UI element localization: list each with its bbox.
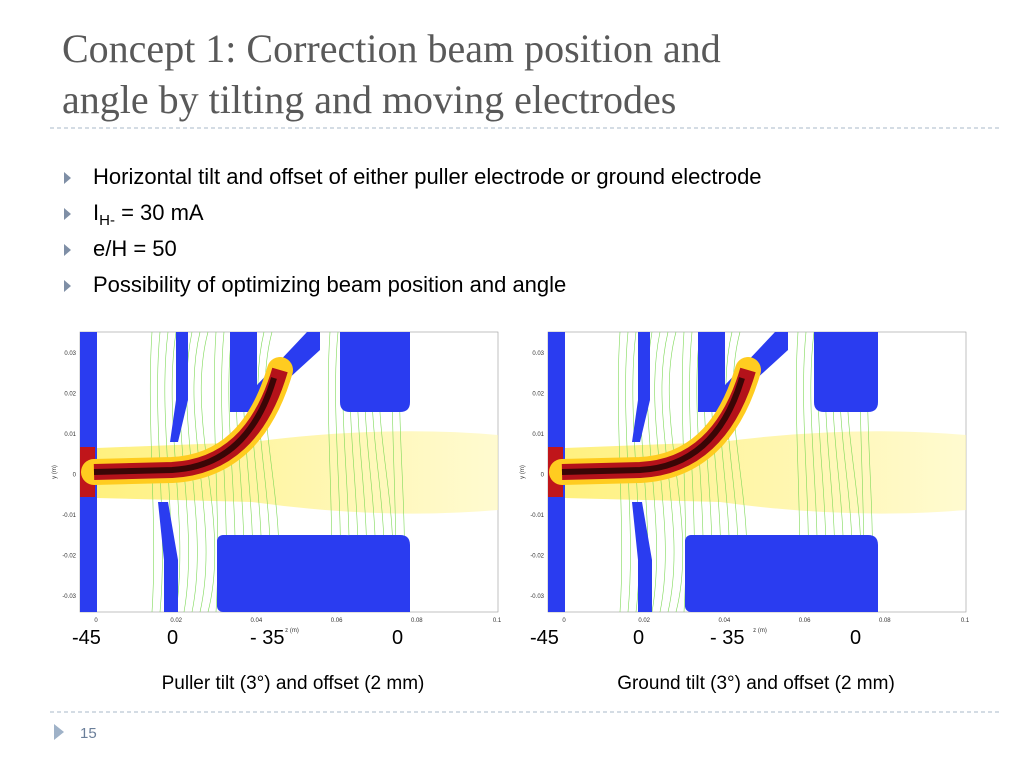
plot-image: 0.03 0.02 0.01 0 -0.01 -0.02 -0.03 0 0.02 0.04 0.0… bbox=[52, 331, 502, 634]
beam-halo bbox=[97, 431, 498, 514]
bullet-text: Possibility of optimizing beam position … bbox=[93, 272, 566, 297]
x-axis-label: z (m) bbox=[285, 628, 299, 634]
y-tick-label: -0.02 bbox=[62, 554, 76, 560]
block-lower bbox=[217, 535, 352, 612]
position-label: - 35 bbox=[250, 627, 284, 649]
x-tick-label: 0.1 bbox=[493, 618, 502, 624]
bullet-text: e/H = 50 bbox=[93, 236, 177, 261]
ground-upper bbox=[814, 332, 878, 412]
beam-center bbox=[93, 377, 277, 475]
y-tick-label: 0 bbox=[541, 473, 545, 479]
position-label: 0 bbox=[633, 627, 644, 649]
position-label: - 35 bbox=[710, 627, 744, 649]
y-tick-label: 0.02 bbox=[532, 392, 544, 398]
x-tick-label: 0.04 bbox=[251, 618, 263, 624]
position-label: -45 bbox=[72, 627, 101, 649]
y-tick-label: 0.01 bbox=[532, 432, 544, 438]
beam-center bbox=[561, 377, 745, 475]
ground-lower bbox=[340, 535, 410, 612]
bullet-text: Possibility of optimizing beam position … bbox=[93, 272, 566, 297]
bullet-text: Horizontal tilt and offset of either pul… bbox=[93, 164, 762, 189]
y-tick-label: -0.03 bbox=[62, 594, 76, 600]
x-tick-label: 0.08 bbox=[879, 618, 891, 624]
position-label: -45 bbox=[530, 627, 559, 649]
bullet-text: I bbox=[93, 200, 99, 225]
x-tick-label: 0.02 bbox=[638, 618, 650, 624]
x-tick-label: 0.02 bbox=[170, 618, 182, 624]
y-tick-label: 0.03 bbox=[532, 351, 544, 357]
y-tick-label: -0.01 bbox=[62, 513, 76, 519]
bullet-arrow bbox=[64, 172, 71, 184]
ground-lower bbox=[802, 535, 878, 612]
y-tick-label: 0 bbox=[73, 473, 77, 479]
x-tick-label: 0.06 bbox=[331, 618, 343, 624]
puller-upper bbox=[632, 332, 650, 442]
bullet-arrow bbox=[64, 208, 71, 220]
title: angle by tilting and moving electrodes bbox=[62, 77, 676, 122]
beam-halo bbox=[565, 431, 966, 514]
y-tick-label: 0.03 bbox=[64, 351, 76, 357]
title: Concept 1: Correction beam position and bbox=[62, 26, 721, 71]
x-tick-label: 0 bbox=[562, 618, 566, 624]
y-tick-label: 0.01 bbox=[64, 432, 76, 438]
footer-arrow bbox=[54, 724, 64, 740]
position-label: 0 bbox=[850, 627, 861, 649]
caption: Puller tilt (3°) and offset (2 mm) bbox=[162, 673, 425, 694]
puller-lower bbox=[158, 502, 178, 612]
puller-upper bbox=[170, 332, 188, 442]
y-tick-label: -0.03 bbox=[530, 594, 544, 600]
x-tick-label: 0.1 bbox=[961, 618, 970, 624]
bullet-arrow bbox=[64, 244, 71, 256]
bullet-text: e/H = 50 bbox=[93, 236, 177, 261]
plot-image: 0.03 0.02 0.01 0 -0.01 -0.02 -0.03 0 0.02 0.04 0.0… bbox=[520, 331, 970, 634]
puller-lower bbox=[632, 502, 652, 612]
position-label: 0 bbox=[392, 627, 403, 649]
subscript: H- bbox=[99, 212, 115, 229]
y-axis-label: y (m) bbox=[52, 465, 58, 479]
x-tick-label: 0.08 bbox=[411, 618, 423, 624]
x-tick-label: 0.06 bbox=[799, 618, 811, 624]
ground-upper bbox=[340, 332, 410, 412]
x-tick-label: 0.04 bbox=[719, 618, 731, 624]
y-tick-label: 0.02 bbox=[64, 392, 76, 398]
y-tick-label: -0.01 bbox=[530, 513, 544, 519]
bullet-text: IH- = 30 mA bbox=[93, 200, 204, 229]
x-tick-label: 0 bbox=[94, 618, 98, 624]
bullet-text: Horizontal tilt and offset of either pul… bbox=[93, 164, 762, 189]
bullet-arrow bbox=[64, 280, 71, 292]
y-axis-label: y (m) bbox=[520, 465, 526, 479]
position-label: 0 bbox=[167, 627, 178, 649]
bullet-text: = 30 mA bbox=[115, 200, 204, 225]
caption: Ground tilt (3°) and offset (2 mm) bbox=[617, 673, 895, 694]
block-lower bbox=[685, 535, 820, 612]
x-axis-label: z (m) bbox=[753, 628, 767, 634]
y-tick-label: -0.02 bbox=[530, 554, 544, 560]
page-number: 15 bbox=[80, 725, 97, 742]
